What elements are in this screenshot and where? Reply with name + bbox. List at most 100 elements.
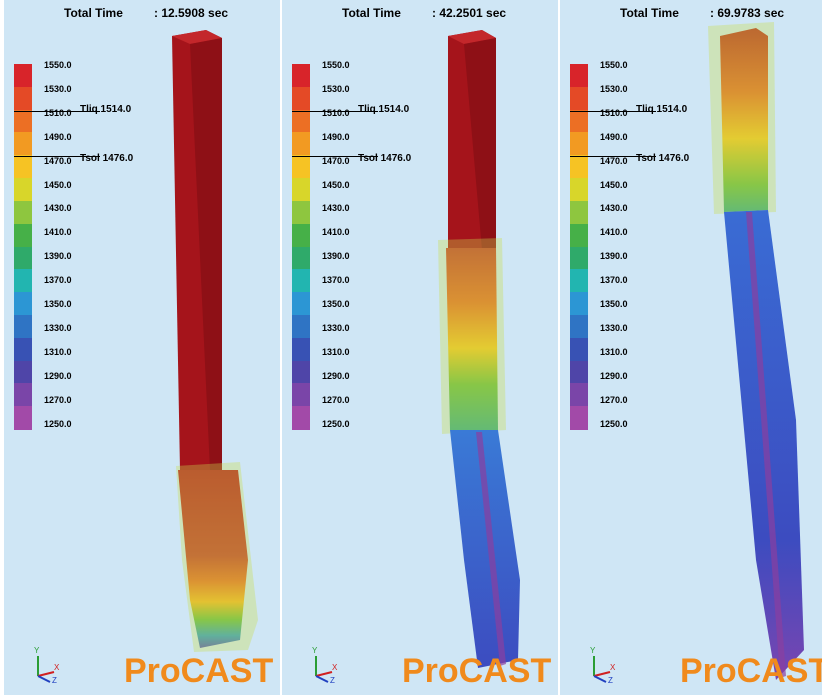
- legend-swatch: [292, 132, 310, 156]
- legend-swatch: [14, 86, 32, 111]
- legend-swatch: [14, 64, 32, 88]
- total-time-value: : 69.9783 sec: [710, 6, 785, 20]
- axis-triad-icon: Y X Z: [312, 646, 338, 684]
- legend-swatch: [570, 64, 588, 88]
- svg-text:Z: Z: [330, 676, 335, 684]
- legend-tick-label: 1270.0: [322, 394, 350, 405]
- temperature-legend-bar: [570, 64, 588, 430]
- legend-tick-label: 1470.0: [44, 155, 72, 166]
- legend-swatch: [14, 337, 32, 362]
- legend-swatch: [292, 246, 310, 270]
- tsol-label: Tsol 1476.0: [636, 153, 690, 164]
- legend-tick-label: 1370.0: [600, 275, 628, 286]
- legend-swatch: [570, 406, 588, 430]
- procast-logo: ProCAST: [124, 652, 274, 690]
- tsol-marker-line: [14, 156, 100, 157]
- legend-swatch: [14, 200, 32, 225]
- legend-tick-label: 1410.0: [44, 227, 72, 238]
- svg-text:Y: Y: [590, 646, 596, 655]
- legend-tick-label: 1470.0: [600, 155, 628, 166]
- procast-logo: ProCAST: [680, 652, 822, 690]
- legend-tick-label: 1270.0: [44, 394, 72, 405]
- svg-text:X: X: [332, 663, 338, 672]
- legend-swatch: [292, 314, 310, 339]
- legend-swatch: [292, 200, 310, 225]
- legend-tick-label: 1530.0: [44, 83, 72, 94]
- legend-tick-label: 1310.0: [600, 346, 628, 357]
- legend-tick-label: 1450.0: [600, 179, 628, 190]
- legend-tick-label: 1250.0: [322, 418, 350, 429]
- svg-text:X: X: [54, 663, 60, 672]
- legend-tick-label: 1370.0: [44, 275, 72, 286]
- legend-tick-label: 1270.0: [600, 394, 628, 405]
- casting-bar-render: [172, 30, 258, 652]
- legend-swatch: [570, 269, 588, 293]
- legend-swatch: [14, 269, 32, 293]
- legend-swatch: [570, 292, 588, 316]
- legend-swatch: [292, 337, 310, 362]
- legend-swatch: [570, 337, 588, 362]
- tliq-marker-line: [570, 111, 656, 112]
- legend-tick-label: 1550.0: [44, 60, 72, 70]
- legend-tick-label: 1350.0: [600, 299, 628, 309]
- total-time-value: : 12.5908 sec: [154, 6, 229, 20]
- legend-tick-label: 1330.0: [322, 322, 350, 333]
- casting-bar-render: [708, 22, 804, 680]
- legend-swatch: [570, 246, 588, 270]
- legend-swatch: [14, 360, 32, 384]
- simulation-panel-2: Total Time : 42.2501 sec 1550.0 1530.0 151…: [282, 0, 558, 695]
- legend-tick-label: 1330.0: [44, 322, 72, 333]
- tsol-marker-line: [292, 156, 378, 157]
- legend-tick-label: 1490.0: [322, 131, 350, 142]
- legend-tick-label: 1250.0: [44, 418, 72, 429]
- legend-tick-label: 1450.0: [44, 179, 72, 190]
- total-time-label: Total Time: [342, 6, 401, 20]
- legend-swatch: [14, 246, 32, 270]
- svg-text:Z: Z: [52, 676, 57, 684]
- svg-text:X: X: [610, 663, 616, 672]
- legend-tick-label: 1370.0: [322, 275, 350, 286]
- legend-swatch: [14, 223, 32, 247]
- svg-text:Y: Y: [312, 646, 318, 655]
- legend-tick-label: 1330.0: [600, 322, 628, 333]
- legend-tick-label: 1390.0: [600, 251, 628, 262]
- legend-tick-label: 1410.0: [600, 227, 628, 238]
- legend-swatch: [292, 292, 310, 316]
- simulation-panel-1: Total Time : 12.5908 sec 1550.0 1530.0 151…: [4, 0, 280, 695]
- legend-swatch: [292, 360, 310, 384]
- legend-swatch: [570, 86, 588, 111]
- casting-bar-render: [438, 30, 520, 668]
- tsol-marker-line: [570, 156, 656, 157]
- legend-swatch: [14, 178, 32, 202]
- legend-swatch: [292, 383, 310, 407]
- legend-tick-label: 1410.0: [322, 227, 350, 238]
- legend-tick-label: 1530.0: [600, 83, 628, 94]
- legend-swatch: [292, 223, 310, 247]
- legend-swatch: [292, 269, 310, 293]
- legend-swatch: [292, 64, 310, 88]
- svg-text:Z: Z: [608, 676, 613, 684]
- legend-tick-label: 1550.0: [600, 60, 628, 70]
- total-time-label: Total Time: [64, 6, 123, 20]
- legend-swatch: [14, 132, 32, 156]
- legend-swatch: [14, 383, 32, 407]
- legend-swatch: [570, 314, 588, 339]
- legend-tick-label: 1490.0: [600, 131, 628, 142]
- legend-tick-label: 1450.0: [322, 179, 350, 190]
- legend-swatch: [14, 155, 32, 179]
- legend-swatch: [570, 109, 588, 133]
- legend-tick-label: 1470.0: [322, 155, 350, 166]
- legend-tick-label: 1530.0: [322, 83, 350, 94]
- legend-tick-label: 1250.0: [600, 418, 628, 429]
- legend-tick-label: 1290.0: [322, 370, 350, 381]
- legend-swatch: [570, 155, 588, 179]
- legend-tick-label: 1510.0: [44, 107, 72, 118]
- legend-swatch: [570, 132, 588, 156]
- legend-swatch: [570, 360, 588, 384]
- legend-tick-label: 1490.0: [44, 131, 72, 142]
- legend-tick-label: 1390.0: [322, 251, 350, 262]
- legend-swatch: [292, 155, 310, 179]
- legend-swatch: [292, 109, 310, 133]
- tliq-marker-line: [14, 111, 100, 112]
- tsol-label: Tsol 1476.0: [358, 153, 412, 164]
